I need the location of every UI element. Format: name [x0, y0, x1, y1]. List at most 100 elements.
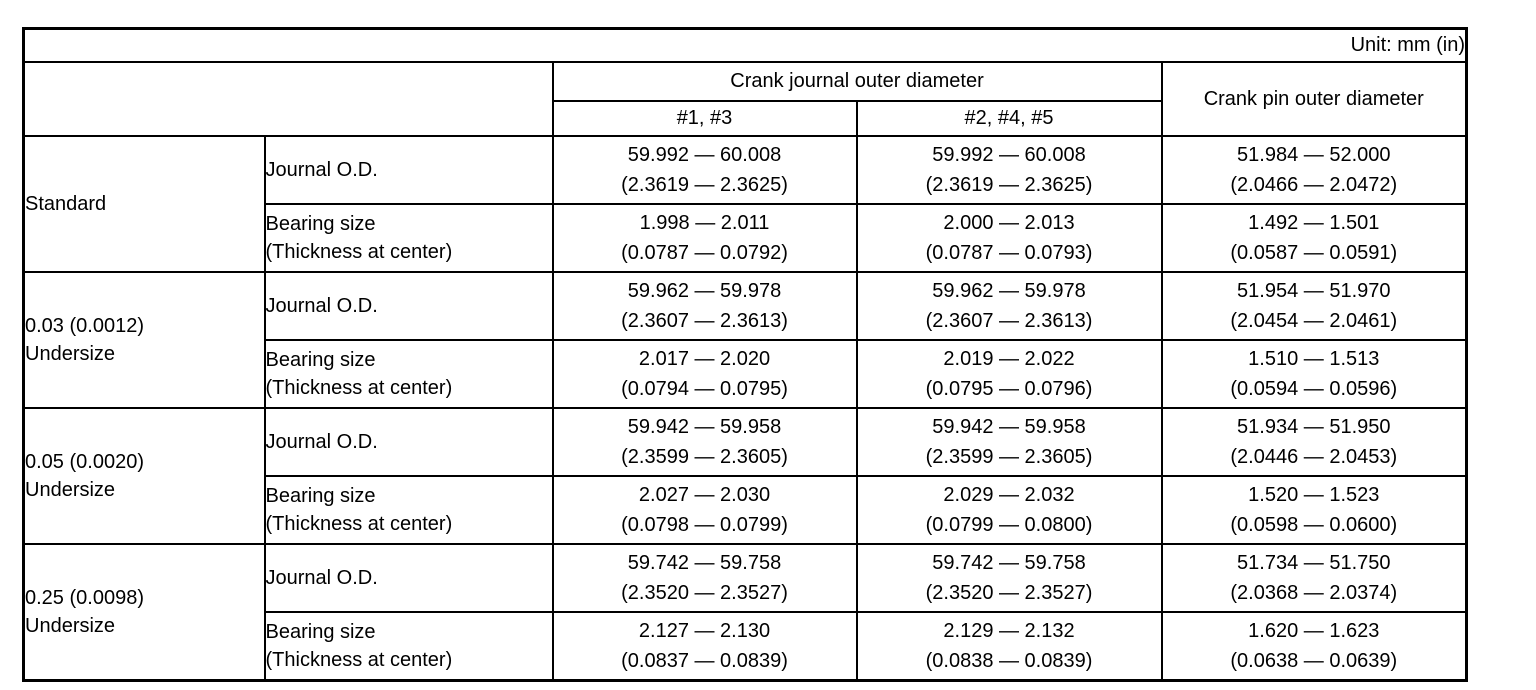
group-label-line: Undersize [25, 614, 116, 637]
value-in: (0.0794 — 0.0795) [621, 378, 788, 400]
value-mm: 2.000 — 2.013 [943, 212, 1075, 234]
row-label-line: Bearing size [265, 485, 376, 507]
value-journal-2-4-5: 59.942 — 59.958 (2.3599 — 2.3605) [855, 407, 1163, 477]
value-mm: 1.492 — 1.501 [1248, 212, 1380, 234]
value-in: (0.0598 — 0.0600) [1230, 514, 1398, 536]
crankshaft-spec-table: Unit: mm (in) Crank journal outer diamet… [22, 27, 1469, 682]
value-journal-2-4-5: 2.019 — 2.022 (0.0795 — 0.0796) [855, 339, 1163, 409]
value-crank-pin: 51.984 — 52.000 (2.0466 — 2.0472) [1160, 135, 1468, 205]
table-row: 0.05 (0.0020) Undersize Journal O.D. 59.… [22, 407, 1468, 545]
value-in: (2.0368 — 2.0374) [1230, 582, 1398, 604]
value-journal-1-3: 2.017 — 2.020 (0.0794 — 0.0795) [551, 339, 858, 409]
value-journal-2-4-5: 59.992 — 60.008 (2.3619 — 2.3625) [855, 135, 1163, 205]
value-mm: 59.992 — 60.008 [932, 144, 1086, 166]
value-journal-2-4-5: 59.742 — 59.758 (2.3520 — 2.3527) [855, 543, 1163, 613]
value-journal-2-4-5: 59.962 — 59.978 (2.3607 — 2.3613) [855, 271, 1163, 341]
group-label-standard: Standard [22, 135, 266, 273]
group-label-025-undersize: 0.25 (0.0098) Undersize [22, 543, 266, 681]
group-label-005-undersize: 0.05 (0.0020) Undersize [22, 407, 266, 545]
value-in: (2.0466 — 2.0472) [1230, 174, 1398, 196]
header-crank-pin-column: Crank pin outer diameter [1160, 61, 1468, 137]
table-row: 0.25 (0.0098) Undersize Journal O.D. 59.… [22, 543, 1468, 681]
row-label-line: Bearing size [265, 620, 376, 643]
header-row-1: Crank journal outer diameter Crank pin o… [22, 61, 1468, 137]
value-mm: 59.942 — 59.958 [932, 416, 1086, 438]
value-crank-pin: 51.734 — 51.750 (2.0368 — 2.0374) [1160, 543, 1468, 613]
value-in: (2.3599 — 2.3605) [621, 446, 788, 468]
value-in: (2.0454 — 2.0461) [1230, 310, 1398, 332]
value-mm: 2.127 — 2.130 [638, 619, 771, 642]
row-label-line: Journal O.D. [265, 567, 378, 589]
unit-label: Unit: mm (in) [22, 27, 1468, 63]
row-label-bearing-size: Bearing size (Thickness at center) [263, 203, 554, 273]
value-in: (0.0787 — 0.0792) [621, 242, 788, 264]
header-journal-col-1-3: #1, #3 [551, 100, 858, 137]
value-mm: 2.129 — 2.132 [943, 619, 1075, 642]
group-label-line: Undersize [25, 343, 116, 365]
group-label-line: 0.03 (0.0012) [25, 315, 144, 337]
group-label-line: 0.05 (0.0020) [25, 451, 144, 473]
row-label-line: Bearing size [265, 213, 376, 235]
table-row: Bearing size (Thickness at center) 1.998… [24, 203, 1468, 273]
value-mm: 2.017 — 2.020 [638, 348, 771, 370]
value-in: (2.3619 — 2.3625) [621, 174, 788, 196]
value-mm: 59.942 — 59.958 [627, 416, 782, 438]
value-in: (0.0795 — 0.0796) [925, 378, 1093, 400]
value-crank-pin: 51.934 — 51.950 (2.0446 — 2.0453) [1160, 407, 1468, 477]
value-in: (2.0446 — 2.0453) [1230, 446, 1398, 468]
header-row-2: #1, #3 #2, #4, #5 [24, 100, 1467, 137]
value-journal-1-3: 59.942 — 59.958 (2.3599 — 2.3605) [551, 407, 858, 477]
row-label-line: Journal O.D. [265, 159, 378, 181]
group-label-003-undersize: 0.03 (0.0012) Undersize [22, 271, 266, 409]
value-journal-2-4-5: 2.000 — 2.013 (0.0787 — 0.0793) [855, 203, 1163, 273]
row-label-bearing-size: Bearing size (Thickness at center) [263, 611, 554, 681]
row-label-line: Journal O.D. [265, 431, 378, 453]
value-mm: 59.742 — 59.758 [932, 552, 1086, 574]
value-mm: 2.027 — 2.030 [638, 484, 771, 506]
group-label-line: Standard [25, 193, 107, 215]
value-journal-2-4-5: 2.129 — 2.132 (0.0838 — 0.0839) [855, 611, 1163, 681]
value-mm: 51.734 — 51.750 [1237, 552, 1391, 574]
row-label-line: (Thickness at center) [265, 513, 453, 535]
value-mm: 1.620 — 1.623 [1248, 619, 1380, 642]
value-in: (2.3619 — 2.3625) [925, 174, 1093, 196]
value-in: (2.3520 — 2.3527) [621, 582, 788, 604]
row-label-bearing-size: Bearing size (Thickness at center) [263, 475, 554, 545]
table-row: Bearing size (Thickness at center) 2.027… [24, 475, 1468, 545]
value-mm: 2.019 — 2.022 [943, 348, 1075, 370]
header-empty-cell [22, 61, 554, 137]
row-label-line: Bearing size [265, 349, 376, 371]
group-label-line: 0.25 (0.0098) [25, 586, 144, 609]
value-mm: 1.510 — 1.513 [1248, 348, 1380, 370]
value-in: (0.0638 — 0.0639) [1230, 649, 1398, 672]
header-journal-col-2-4-5: #2, #4, #5 [855, 100, 1163, 137]
value-in: (0.0798 — 0.0799) [621, 514, 788, 536]
row-label-line: (Thickness at center) [265, 377, 453, 399]
value-journal-1-3: 2.127 — 2.130 (0.0837 — 0.0839) [551, 611, 858, 681]
value-in: (2.3607 — 2.3613) [621, 310, 788, 332]
value-crank-pin: 1.520 — 1.523 (0.0598 — 0.0600) [1160, 475, 1468, 545]
value-crank-pin: 51.954 — 51.970 (2.0454 — 2.0461) [1160, 271, 1468, 341]
value-journal-2-4-5: 2.029 — 2.032 (0.0799 — 0.0800) [855, 475, 1163, 545]
header-crank-journal-group: Crank journal outer diameter [551, 61, 1163, 102]
value-journal-1-3: 59.742 — 59.758 (2.3520 — 2.3527) [551, 543, 858, 613]
value-in: (2.3607 — 2.3613) [925, 310, 1093, 332]
value-crank-pin: 1.620 — 1.623 (0.0638 — 0.0639) [1160, 611, 1468, 681]
row-label-journal-od: Journal O.D. [263, 407, 554, 477]
value-in: (0.0799 — 0.0800) [925, 514, 1093, 536]
value-mm: 51.984 — 52.000 [1237, 144, 1391, 166]
table-row: 0.03 (0.0012) Undersize Journal O.D. 59.… [22, 271, 1468, 409]
row-label-journal-od: Journal O.D. [263, 271, 554, 341]
row-label-line: (Thickness at center) [265, 648, 453, 671]
value-in: (2.3520 — 2.3527) [925, 582, 1093, 604]
value-in: (0.0837 — 0.0839) [621, 649, 788, 672]
table-row: Bearing size (Thickness at center) 2.017… [24, 339, 1468, 409]
unit-row: Unit: mm (in) [22, 27, 1468, 63]
row-label-line: (Thickness at center) [265, 241, 453, 263]
value-mm: 2.029 — 2.032 [943, 484, 1075, 506]
row-label-bearing-size: Bearing size (Thickness at center) [263, 339, 554, 409]
group-label-line: Undersize [25, 479, 116, 501]
value-mm: 59.742 — 59.758 [627, 552, 782, 574]
value-mm: 51.934 — 51.950 [1237, 416, 1391, 438]
